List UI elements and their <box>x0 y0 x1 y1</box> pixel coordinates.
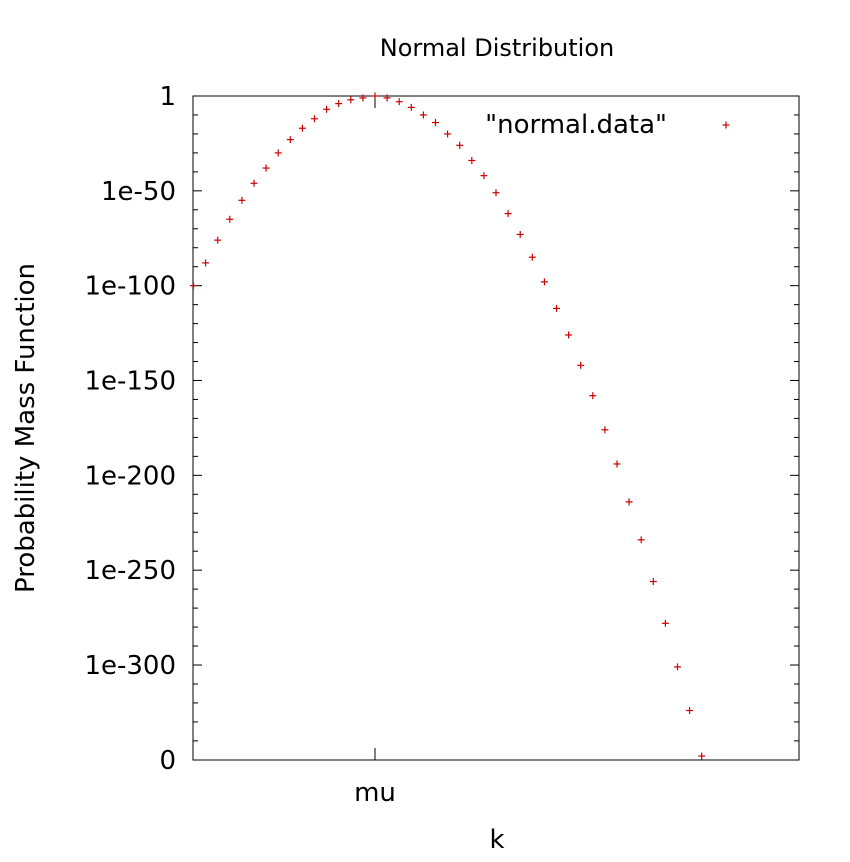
data-point <box>625 498 633 506</box>
data-point <box>492 189 500 197</box>
data-point <box>516 230 524 238</box>
data-point <box>468 156 476 164</box>
data-point <box>480 172 488 180</box>
y-tick-label: 1e-50 <box>101 177 176 207</box>
data-point <box>323 105 331 113</box>
legend-marker-symbol <box>722 121 730 129</box>
y-axis-ticks: 1 1e-50 1e-100 1e-150 1e-200 1e-250 1e-300 0 <box>84 82 799 776</box>
data-point <box>214 236 222 244</box>
plot-frame <box>192 95 800 761</box>
data-point <box>589 392 597 400</box>
data-point <box>383 94 391 102</box>
x-axis-label: k <box>489 825 504 855</box>
data-point <box>504 210 512 218</box>
data-point <box>274 149 282 157</box>
x-axis-ticks: mu <box>354 96 396 808</box>
data-point <box>601 426 609 434</box>
data-point <box>698 752 706 760</box>
data-point <box>359 94 367 102</box>
data-point <box>298 124 306 132</box>
data-point <box>432 119 439 127</box>
legend-label: "normal.data" <box>485 110 667 140</box>
data-point <box>577 361 585 369</box>
y-axis-label: Probability Mass Function <box>11 263 41 593</box>
data-point <box>347 96 355 104</box>
data-point <box>407 103 415 111</box>
legend: "normal.data" <box>485 110 730 140</box>
data-point <box>395 98 403 106</box>
data-point <box>238 196 246 204</box>
data-point <box>335 100 343 108</box>
y-tick-label: 1e-300 <box>84 651 176 681</box>
data-point <box>661 619 669 627</box>
data-point <box>286 136 294 144</box>
data-point <box>250 179 258 187</box>
data-point <box>419 111 427 119</box>
data-point <box>686 707 694 715</box>
data-point <box>190 282 197 290</box>
data-points <box>190 92 706 760</box>
y-tick-label: 1e-250 <box>84 556 176 586</box>
data-point <box>649 578 657 586</box>
y-tick-label: 1 <box>159 82 176 112</box>
data-point <box>202 259 210 267</box>
data-point <box>371 92 379 100</box>
legend-marker <box>722 121 730 129</box>
data-point <box>565 331 573 339</box>
chart-title: Normal Distribution <box>380 34 614 62</box>
data-point <box>262 164 270 172</box>
data-point <box>674 663 681 671</box>
data-point <box>553 304 560 312</box>
data-point <box>637 536 645 544</box>
data-point <box>444 130 452 138</box>
y-tick-label: 1e-100 <box>84 272 176 302</box>
data-point <box>528 253 536 261</box>
y-tick-label: 0 <box>159 746 176 776</box>
data-point <box>456 141 464 149</box>
data-point <box>311 115 318 123</box>
data-point <box>226 215 234 223</box>
data-point <box>540 278 548 286</box>
y-tick-label: 1e-200 <box>84 461 176 491</box>
y-tick-label: 1e-150 <box>84 367 176 397</box>
x-tick-label: mu <box>354 778 396 808</box>
data-point <box>613 460 621 468</box>
